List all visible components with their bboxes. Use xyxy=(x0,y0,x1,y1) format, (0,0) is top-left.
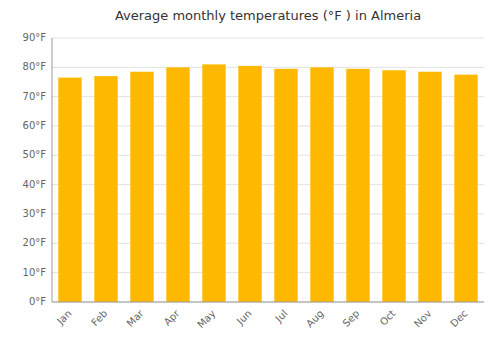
y-tick-label: 0°F xyxy=(29,296,46,307)
grid xyxy=(52,38,484,302)
x-tick-label: Apr xyxy=(162,307,183,328)
bar xyxy=(130,72,153,302)
bars xyxy=(58,64,477,302)
y-tick-label: 40°F xyxy=(23,179,47,190)
y-tick-label: 10°F xyxy=(23,267,47,278)
x-tick-label: Feb xyxy=(89,308,109,328)
chart-container: 0°F 10°F 20°F 30°F 40°F 50°F 60°F 70°F 80°F 90°F J… xyxy=(0,0,500,350)
bar xyxy=(310,67,333,302)
y-tick-label: 70°F xyxy=(23,91,47,102)
x-tick-label: Aug xyxy=(304,308,326,330)
title: Average monthly temperatures (°F ) in Al… xyxy=(115,8,421,23)
x-tick-label: Nov xyxy=(412,308,434,330)
x-axis-line xyxy=(52,302,484,303)
bar xyxy=(238,66,261,302)
bar xyxy=(418,72,441,302)
y-axis-line xyxy=(52,38,53,302)
bar xyxy=(346,69,369,302)
x-tick-label: Oct xyxy=(378,308,398,328)
x-tick-label: Sep xyxy=(340,308,361,329)
y-tick-label: 80°F xyxy=(23,61,47,72)
bar xyxy=(274,69,297,302)
x-tick-label: Dec xyxy=(448,308,469,329)
grid-line xyxy=(52,67,484,68)
chart-svg: 0°F 10°F 20°F 30°F 40°F 50°F 60°F 70°F 80°F 90°F J… xyxy=(0,0,500,350)
bar xyxy=(454,75,477,302)
y-tick-label: 90°F xyxy=(23,32,47,43)
grid-line xyxy=(52,38,484,39)
bar xyxy=(94,76,117,302)
y-tick-label: 50°F xyxy=(23,149,47,160)
bar xyxy=(166,67,189,302)
x-tick-label: Jan xyxy=(54,308,73,327)
y-tick-label: 60°F xyxy=(23,120,47,131)
bar xyxy=(382,70,405,302)
x-tick-label: Mar xyxy=(124,307,146,329)
grid-line xyxy=(52,302,484,303)
bar xyxy=(58,78,81,302)
x-tick-label: Jul xyxy=(273,308,290,325)
y-tick-label: 30°F xyxy=(23,208,47,219)
y-tick-label: 20°F xyxy=(23,237,47,248)
x-tick-label: May xyxy=(195,308,217,330)
x-tick-label: Jun xyxy=(234,308,254,328)
bar xyxy=(202,64,225,302)
